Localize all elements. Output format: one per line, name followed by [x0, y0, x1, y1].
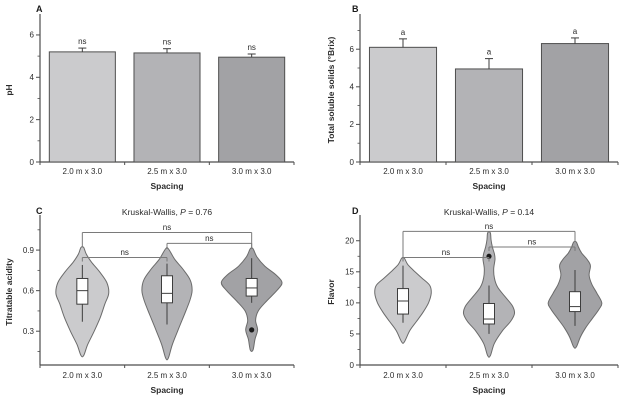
bar-3.0 m x 3.0	[218, 56, 286, 163]
y-tick-label: 6	[350, 45, 355, 54]
x-category-label: 2.5 m x 3.0	[469, 371, 509, 380]
violin-group-1	[462, 231, 516, 358]
violin-group-1	[141, 246, 193, 361]
y-tick-label: 0.6	[23, 286, 35, 295]
x-axis-title: Spacing	[150, 385, 183, 395]
comparison-label: ns	[205, 234, 213, 243]
axes: 0 5 10 15 20 2.0 m x 3.0 2.5 m x 3.0 3.0 m x 3.…	[345, 215, 619, 395]
panel-c-violin-chart-titratable-acidity: 0.3 0.6 0.9 2.0 m x 3.0 2.5 m x 3.0 3.0 m x 3…	[4, 207, 295, 395]
bar-annotation: a	[401, 28, 406, 37]
panel-a-bar-chart-ph: 0 2 4 6 2.0 m x 3.0 2.5 m x 3.0 3.0 m x 3.0 Spa…	[4, 14, 295, 191]
violin-group-0	[55, 246, 110, 358]
y-tick-label: 0	[350, 361, 355, 370]
comparison-bracket: ns	[488, 237, 576, 251]
y-tick-label: 4	[350, 83, 355, 92]
y-tick-label: 0.3	[23, 327, 35, 336]
comparison-bracket: ns	[81, 248, 168, 262]
y-axis-title: Total soluble solids (°Brix)	[326, 36, 336, 143]
panel-d-letter: D	[352, 206, 359, 216]
violin-group-2	[220, 247, 283, 352]
x-category-label: 2.5 m x 3.0	[147, 371, 187, 380]
bar-annotation: a	[487, 48, 492, 57]
violin-group-2	[547, 240, 603, 349]
comparison-bracket: ns	[166, 234, 253, 249]
x-category-label: 3.0 m x 3.0	[232, 167, 272, 176]
comparison-label: ns	[163, 223, 171, 232]
axes: 0.3 0.6 0.9 2.0 m x 3.0 2.5 m x 3.0 3.0 m x 3…	[23, 215, 295, 395]
x-category-label: 3.0 m x 3.0	[232, 371, 272, 380]
y-tick-label: 4	[30, 73, 35, 82]
box	[569, 291, 581, 313]
comparison-label: ns	[528, 237, 536, 246]
violin-group-0	[374, 256, 432, 344]
y-tick-label: 6	[30, 31, 35, 40]
x-category-label: 2.5 m x 3.0	[469, 167, 509, 176]
panel-c-letter: C	[36, 206, 43, 216]
bar-annotation: a	[573, 27, 578, 36]
x-category-label: 2.0 m x 3.0	[383, 371, 423, 380]
panel-a-letter: A	[36, 4, 43, 14]
y-tick-label: 2	[30, 115, 35, 124]
bars-group: a a a	[368, 27, 610, 163]
panel-d-violin-chart-flavor: 0 5 10 15 20 2.0 m x 3.0 2.5 m x 3.0 3.0 m x 3.…	[326, 207, 619, 395]
x-axis-title: Spacing	[472, 181, 505, 191]
bars-group: ns ns ns	[48, 37, 286, 163]
x-category-label: 2.0 m x 3.0	[63, 167, 103, 176]
bar-annotation: ns	[163, 38, 171, 47]
bar-annotation: ns	[78, 37, 86, 46]
comparison-label: ns	[120, 248, 128, 257]
bar-2.0 m x 3.0	[48, 51, 116, 163]
y-tick-label: 0	[350, 158, 355, 167]
panel-b-letter: B	[352, 4, 359, 14]
y-tick-label: 0	[30, 158, 35, 167]
panel-b-bar-chart-brix: 0 2 4 6 2.0 m x 3.0 2.5 m x 3.0 3.0 m x 3.0 Spa…	[326, 14, 619, 191]
y-tick-label: 20	[345, 237, 354, 246]
box	[161, 275, 173, 304]
y-tick-label: 15	[345, 268, 354, 277]
comparison-bracket: ns	[81, 223, 253, 249]
box	[76, 277, 89, 305]
y-tick-label: 5	[350, 330, 355, 339]
x-axis-title: Spacing	[472, 385, 505, 395]
bar-annotation: ns	[247, 43, 255, 52]
y-axis-title: Flavor	[326, 279, 336, 305]
x-category-label: 3.0 m x 3.0	[555, 167, 595, 176]
bar-2.5 m x 3.0	[133, 52, 201, 163]
comparison-label: ns	[485, 222, 493, 231]
bar-3.0 m x 3.0	[540, 43, 610, 163]
y-tick-label: 0.9	[23, 246, 35, 255]
x-axis-title: Spacing	[150, 181, 183, 191]
comparison-bracket: ns	[402, 222, 576, 259]
x-category-label: 2.5 m x 3.0	[147, 167, 187, 176]
panel-title: Kruskal-Wallis, P = 0.76	[122, 207, 212, 217]
outlier-point	[249, 327, 255, 333]
x-category-label: 2.0 m x 3.0	[383, 167, 423, 176]
comparison-label: ns	[442, 248, 450, 257]
comparison-bracket: ns	[402, 248, 490, 262]
x-category-label: 3.0 m x 3.0	[555, 371, 595, 380]
bar-2.0 m x 3.0	[368, 46, 438, 163]
box	[483, 302, 495, 325]
bar-2.5 m x 3.0	[454, 68, 524, 163]
y-axis-title: pH	[4, 84, 14, 95]
panel-title: Kruskal-Wallis, P = 0.14	[444, 207, 534, 217]
y-tick-label: 2	[350, 120, 355, 129]
y-axis-title: Titratable acidity	[4, 258, 14, 326]
x-category-label: 2.0 m x 3.0	[63, 371, 103, 380]
box	[245, 277, 258, 297]
y-tick-label: 10	[345, 299, 354, 308]
